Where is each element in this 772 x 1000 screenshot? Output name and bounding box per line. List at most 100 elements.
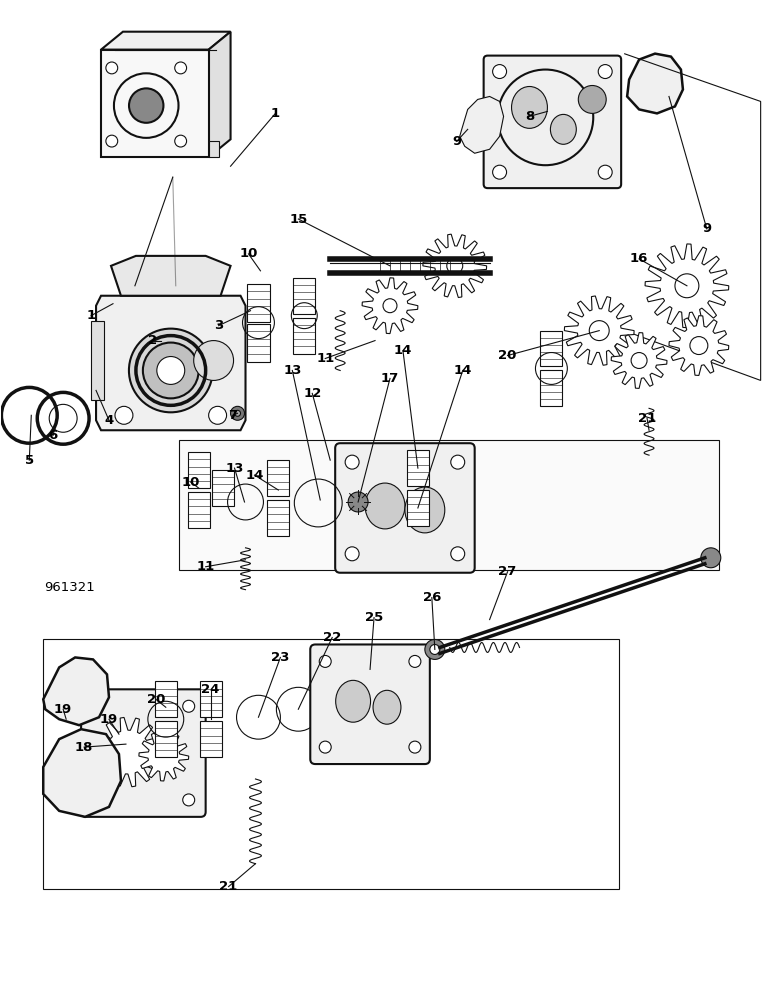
- Circle shape: [578, 85, 606, 113]
- Text: 16: 16: [630, 252, 648, 265]
- Text: 25: 25: [365, 611, 383, 624]
- Polygon shape: [93, 717, 163, 787]
- Circle shape: [598, 65, 612, 79]
- Circle shape: [106, 62, 117, 74]
- FancyBboxPatch shape: [483, 56, 621, 188]
- Polygon shape: [362, 278, 418, 334]
- Circle shape: [409, 741, 421, 753]
- Text: 26: 26: [422, 591, 441, 604]
- Ellipse shape: [365, 483, 405, 529]
- Polygon shape: [155, 681, 177, 717]
- Ellipse shape: [336, 680, 371, 722]
- Text: 6: 6: [49, 429, 58, 442]
- Text: 12: 12: [303, 387, 321, 400]
- Text: 13: 13: [225, 462, 244, 475]
- Polygon shape: [460, 96, 503, 153]
- Polygon shape: [111, 256, 231, 296]
- Text: 10: 10: [239, 247, 258, 260]
- Text: 961321: 961321: [44, 581, 94, 594]
- Polygon shape: [564, 296, 634, 365]
- Polygon shape: [627, 54, 683, 113]
- Circle shape: [183, 700, 195, 712]
- Text: 11: 11: [197, 560, 215, 573]
- Polygon shape: [267, 500, 290, 536]
- Circle shape: [701, 548, 721, 568]
- Circle shape: [675, 274, 699, 298]
- Text: 7: 7: [228, 409, 237, 422]
- Text: 14: 14: [245, 469, 264, 482]
- Polygon shape: [101, 32, 231, 50]
- Text: 19: 19: [100, 713, 118, 726]
- Circle shape: [157, 357, 185, 384]
- Polygon shape: [645, 244, 729, 328]
- Circle shape: [208, 406, 226, 424]
- Polygon shape: [200, 681, 222, 717]
- Text: 5: 5: [25, 454, 34, 467]
- Circle shape: [106, 135, 117, 147]
- Circle shape: [174, 62, 187, 74]
- FancyBboxPatch shape: [310, 644, 430, 764]
- FancyBboxPatch shape: [81, 689, 205, 817]
- Text: 21: 21: [638, 412, 656, 425]
- Text: 20: 20: [147, 693, 165, 706]
- Text: 9: 9: [452, 135, 462, 148]
- Polygon shape: [246, 324, 270, 362]
- Polygon shape: [43, 657, 109, 725]
- Circle shape: [320, 655, 331, 667]
- Polygon shape: [91, 321, 104, 400]
- Text: 13: 13: [283, 364, 302, 377]
- Circle shape: [493, 65, 506, 79]
- Text: 11: 11: [316, 352, 334, 365]
- Ellipse shape: [512, 86, 547, 128]
- Text: 4: 4: [104, 414, 113, 427]
- FancyBboxPatch shape: [335, 443, 475, 573]
- Ellipse shape: [550, 114, 577, 144]
- Text: 23: 23: [271, 651, 290, 664]
- Text: 27: 27: [499, 565, 516, 578]
- Polygon shape: [669, 316, 729, 375]
- Text: 3: 3: [214, 319, 223, 332]
- Circle shape: [194, 341, 234, 380]
- Text: 21: 21: [219, 880, 238, 893]
- Ellipse shape: [373, 690, 401, 724]
- Circle shape: [92, 700, 104, 712]
- Circle shape: [92, 794, 104, 806]
- Circle shape: [143, 343, 198, 398]
- Circle shape: [493, 165, 506, 179]
- Circle shape: [231, 406, 245, 420]
- Polygon shape: [407, 450, 428, 486]
- Polygon shape: [43, 729, 121, 817]
- Circle shape: [598, 165, 612, 179]
- Circle shape: [174, 135, 187, 147]
- Polygon shape: [200, 721, 222, 757]
- Circle shape: [115, 406, 133, 424]
- Polygon shape: [611, 333, 667, 388]
- Polygon shape: [212, 470, 234, 506]
- Circle shape: [235, 410, 241, 416]
- Polygon shape: [293, 278, 315, 314]
- Text: 17: 17: [381, 372, 399, 385]
- Ellipse shape: [405, 487, 445, 533]
- Text: 1: 1: [271, 107, 280, 120]
- Polygon shape: [96, 296, 245, 430]
- Circle shape: [129, 329, 212, 412]
- Polygon shape: [155, 721, 177, 757]
- Text: 15: 15: [290, 213, 307, 226]
- Polygon shape: [246, 284, 270, 322]
- Text: 24: 24: [201, 683, 220, 696]
- Text: 9: 9: [703, 222, 712, 235]
- Text: 8: 8: [525, 110, 534, 123]
- Polygon shape: [101, 50, 208, 157]
- Circle shape: [430, 644, 440, 654]
- Circle shape: [345, 547, 359, 561]
- Text: 10: 10: [181, 476, 200, 489]
- Text: 18: 18: [75, 741, 93, 754]
- Circle shape: [129, 88, 164, 123]
- Polygon shape: [267, 460, 290, 496]
- Circle shape: [451, 547, 465, 561]
- Circle shape: [690, 337, 708, 355]
- Circle shape: [183, 794, 195, 806]
- Text: 22: 22: [323, 631, 341, 644]
- Circle shape: [425, 639, 445, 659]
- Text: 19: 19: [54, 703, 73, 716]
